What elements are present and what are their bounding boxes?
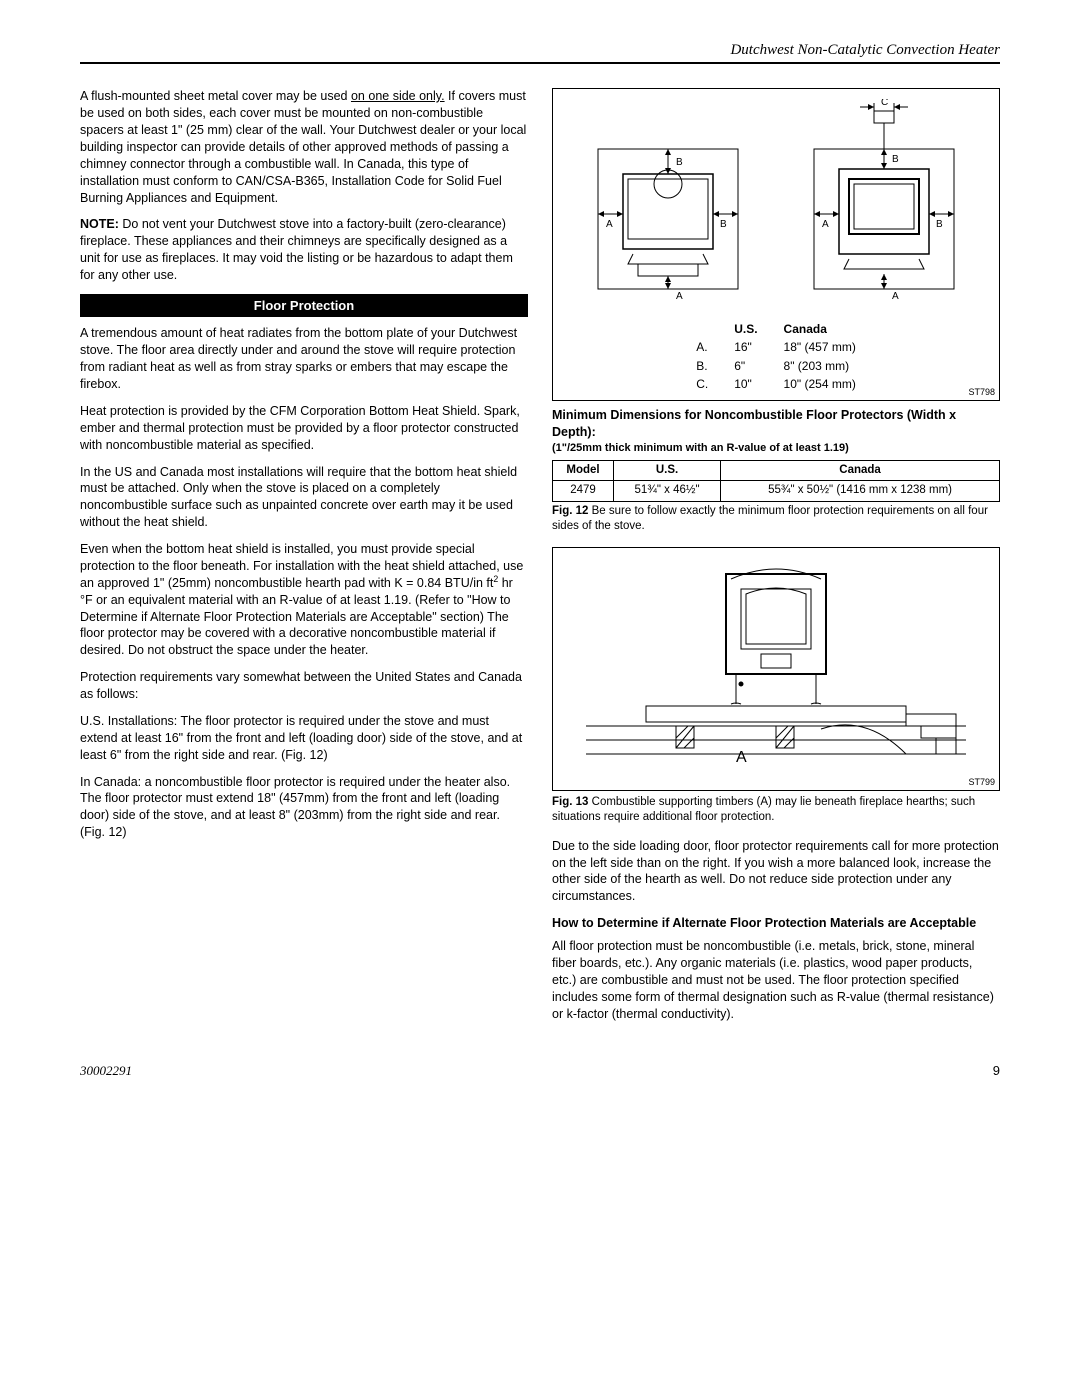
dim-key: C. <box>684 376 720 392</box>
paragraph: Even when the bottom heat shield is inst… <box>80 541 528 659</box>
dim-us: 10" <box>722 376 769 392</box>
col-canada: Canada <box>772 321 868 337</box>
caption-label: Fig. 13 <box>552 796 588 808</box>
dimension-table: U.S.Canada A.16"18" (457 mm) B.6"8" (203… <box>682 319 870 394</box>
note-paragraph: NOTE: Do not vent your Dutchwest stove i… <box>80 216 528 284</box>
dim-ca: 8" (203 mm) <box>772 358 868 374</box>
page-number: 9 <box>993 1062 1000 1080</box>
protector-heading: Minimum Dimensions for Noncombustible Fl… <box>552 407 1000 441</box>
svg-text:A: A <box>822 219 829 230</box>
figure-12-box: B A B A <box>552 88 1000 401</box>
stove-front-diagram: C B A B A <box>784 99 984 309</box>
svg-text:B: B <box>676 157 683 168</box>
th-us: U.S. <box>614 460 721 481</box>
figure-12-caption: Fig. 12 Be sure to follow exactly the mi… <box>552 504 1000 535</box>
diagram-row: B A B A <box>561 99 991 309</box>
text: Even when the bottom heat shield is inst… <box>80 542 523 590</box>
note-label: NOTE: <box>80 217 119 231</box>
paragraph: All floor protection must be noncombusti… <box>552 938 1000 1022</box>
svg-text:A: A <box>676 291 683 302</box>
alternate-materials-heading: How to Determine if Alternate Floor Prot… <box>552 915 1000 932</box>
hearth-diagram: A <box>559 554 993 784</box>
caption-body: Combustible supporting timbers (A) may l… <box>552 796 975 824</box>
stove-top-diagram: B A B A <box>568 99 768 309</box>
page-header: Dutchwest Non-Catalytic Convection Heate… <box>80 40 1000 64</box>
caption-body: Be sure to follow exactly the minimum fl… <box>552 505 988 533</box>
th-model: Model <box>553 460 614 481</box>
td-canada: 55¾" x 50½" (1416 mm x 1238 mm) <box>721 481 1000 502</box>
diagram-id: ST799 <box>968 776 995 788</box>
note-body: Do not vent your Dutchwest stove into a … <box>80 217 513 282</box>
diagram-id: ST798 <box>968 386 995 398</box>
text: A flush-mounted sheet metal cover may be… <box>80 89 351 103</box>
protector-table: Model U.S. Canada 2479 51¾" x 46½" 55¾" … <box>552 460 1000 502</box>
paragraph: A tremendous amount of heat radiates fro… <box>80 325 528 393</box>
td-us: 51¾" x 46½" <box>614 481 721 502</box>
td-model: 2479 <box>553 481 614 502</box>
label-a: A <box>736 749 747 766</box>
dim-ca: 10" (254 mm) <box>772 376 868 392</box>
figure-13-caption: Fig. 13 Combustible supporting timbers (… <box>552 795 1000 826</box>
paragraph: Due to the side loading door, floor prot… <box>552 838 1000 906</box>
underlined-text: on one side only. <box>351 89 445 103</box>
paragraph: Protection requirements vary somewhat be… <box>80 669 528 703</box>
page-footer: 30002291 9 <box>80 1062 1000 1080</box>
dim-ca: 18" (457 mm) <box>772 339 868 355</box>
dim-us: 16" <box>722 339 769 355</box>
figure-13-box: A ST799 <box>552 547 1000 791</box>
document-number: 30002291 <box>80 1062 132 1080</box>
svg-text:A: A <box>606 219 613 230</box>
protector-subnote: (1"/25mm thick minimum with an R-value o… <box>552 441 1000 456</box>
svg-text:C: C <box>881 99 888 108</box>
dim-us: 6" <box>722 358 769 374</box>
svg-text:B: B <box>720 219 727 230</box>
caption-label: Fig. 12 <box>552 505 588 517</box>
svg-text:B: B <box>936 219 943 230</box>
text: If covers must be used on both sides, ea… <box>80 89 526 204</box>
svg-text:A: A <box>892 291 899 302</box>
paragraph: A flush-mounted sheet metal cover may be… <box>80 88 528 206</box>
left-column: A flush-mounted sheet metal cover may be… <box>80 88 528 1032</box>
th-canada: Canada <box>721 460 1000 481</box>
two-column-layout: A flush-mounted sheet metal cover may be… <box>80 88 1000 1032</box>
paragraph: In the US and Canada most installations … <box>80 464 528 532</box>
paragraph: Heat protection is provided by the CFM C… <box>80 403 528 454</box>
paragraph: U.S. Installations: The floor protector … <box>80 713 528 764</box>
col-us: U.S. <box>722 321 769 337</box>
svg-text:B: B <box>892 154 899 165</box>
dim-key: A. <box>684 339 720 355</box>
paragraph: In Canada: a noncombustible floor protec… <box>80 774 528 842</box>
section-heading-floor-protection: Floor Protection <box>80 294 528 318</box>
right-column: B A B A <box>552 88 1000 1032</box>
dim-key: B. <box>684 358 720 374</box>
